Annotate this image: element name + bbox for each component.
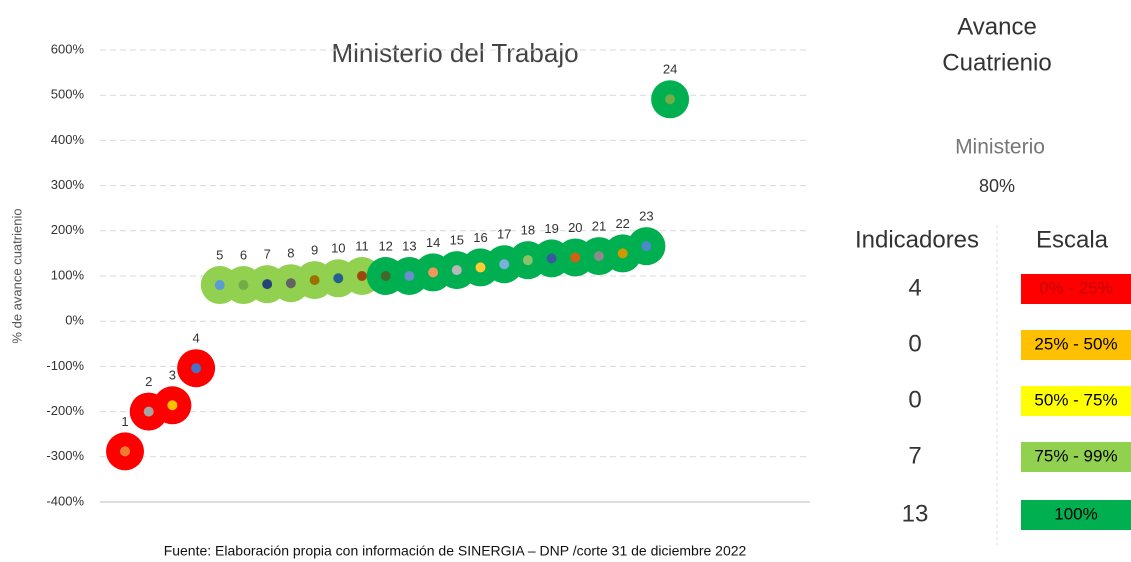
point-dot [428,267,439,278]
point-label: 8 [287,246,294,261]
y-tick-label: -100% [46,358,84,373]
point-dot [238,280,249,291]
panel-title: Cuatrienio [942,49,1051,76]
point-label: 24 [663,62,677,77]
point-label: 22 [615,216,629,231]
scale-box [1021,442,1131,472]
point-dot [570,252,581,263]
scale-label: 75% - 99% [1034,446,1117,465]
point-label: 20 [568,220,582,235]
scale-box [1021,274,1131,304]
point-dot [309,275,320,286]
point-label: 9 [311,243,318,258]
entity-value: 80% [979,176,1015,196]
point-dot [499,259,510,270]
point-label: 3 [169,368,176,383]
point-label: 4 [192,331,199,346]
point-dot [214,280,225,291]
point-dot [357,271,367,281]
scale-box [1021,500,1131,530]
point-label: 2 [145,374,152,389]
point-dot [167,400,178,411]
point-label: 11 [355,238,369,253]
point-dot [404,271,415,281]
point-dot [617,248,628,259]
point-dot [285,278,296,289]
panel-title: Avance [957,13,1037,40]
point-label: 7 [264,247,271,262]
point-dot [594,251,604,262]
point-label: 16 [473,230,487,245]
entity: Ministerio [955,136,1045,159]
point-dot [120,446,130,457]
point-dot [191,363,202,374]
indicator-count: 7 [908,442,921,469]
y-tick-label: 0% [65,313,84,328]
point-label: 18 [521,223,535,238]
y-tick-label: 400% [51,132,85,147]
indicator-count: 13 [902,500,929,527]
chart-title: Ministerio del Trabajo [331,38,578,68]
point-dot [475,262,486,273]
point-label: 15 [450,233,464,248]
point-label: 6 [240,247,247,262]
point-dot [143,406,154,417]
point-dot [665,94,676,105]
point-label: 1 [121,414,128,429]
point-label: 5 [216,247,223,262]
y-tick-label: 600% [51,41,85,56]
scale-box [1021,330,1131,360]
point-dot [546,253,557,264]
y-tick-label: -300% [46,448,84,463]
y-tick-label: -200% [46,403,84,418]
point-dot [522,255,533,266]
y-tick-label: 300% [51,177,85,192]
scale-label: 50% - 75% [1034,390,1117,409]
point-label: 21 [592,219,606,234]
indicator-count: 4 [908,274,921,301]
point-dot [451,265,462,276]
point-label: 19 [544,221,558,236]
point-label: 14 [426,235,440,250]
point-dot [262,279,273,290]
y-axis-label: % de avance cuatrienio [9,208,24,343]
point-dot [641,241,652,252]
indicator-count: 0 [908,386,921,413]
scale-label: 25% - 50% [1034,334,1117,353]
scale-label: 100% [1054,504,1097,523]
point-label: 17 [497,227,511,242]
y-tick-label: 100% [51,267,85,282]
point-label: 13 [402,238,416,253]
y-tick-label: 200% [51,222,85,237]
point-label: 23 [639,209,653,224]
scale-box [1021,386,1131,416]
source: Fuente: Elaboración propia con informaci… [164,543,747,559]
point-dot [333,273,344,284]
column-header: Escala [1036,226,1109,253]
y-tick-label: 500% [51,87,85,102]
point-label: 10 [331,241,345,256]
column-header: Indicadores [855,226,979,253]
indicator-count: 0 [908,330,921,357]
scale-label: 0% - 25% [1039,278,1113,297]
point-dot [380,271,391,281]
y-tick-label: -400% [46,493,84,508]
point-label: 12 [378,238,392,253]
